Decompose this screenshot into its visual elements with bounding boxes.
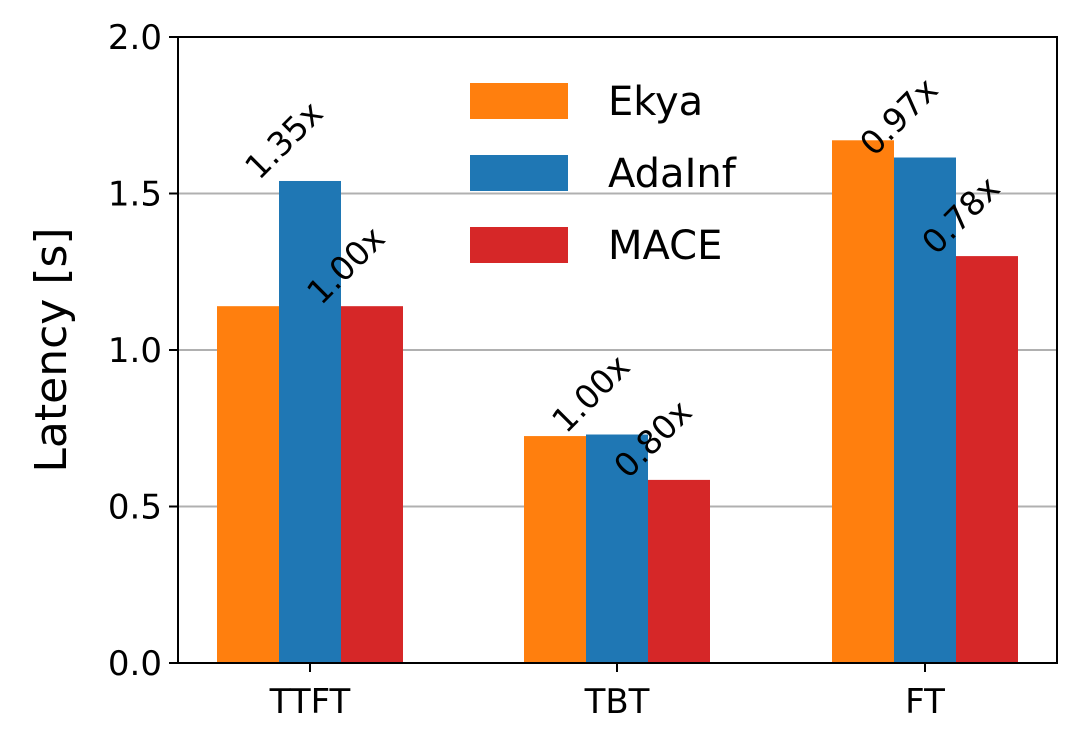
- bar-ratio-label: 0.97x: [852, 70, 945, 163]
- x-tick-label: TTFT: [269, 682, 351, 722]
- legend-label: MACE: [608, 223, 722, 269]
- legend-swatch-ekya: [470, 83, 568, 119]
- bar-adainf-ft: [894, 157, 956, 663]
- bar-ekya-ft: [832, 140, 894, 664]
- x-tick-label: FT: [905, 682, 945, 722]
- y-tick-label: 0.0: [108, 644, 162, 684]
- legend-swatch-adainf: [470, 155, 568, 191]
- y-tick-label: 1.0: [108, 331, 162, 371]
- bar-mace-ft: [956, 256, 1018, 663]
- legend-swatch-mace: [470, 227, 568, 263]
- y-axis: 0.0 0.5 1.0 1.5 2.0: [108, 18, 178, 684]
- bar-ekya-tbt: [524, 436, 586, 663]
- bars: [217, 140, 1018, 664]
- x-tick-label: TBT: [584, 682, 650, 722]
- legend: Ekya AdaInf MACE: [470, 79, 737, 269]
- y-tick-label: 2.0: [108, 18, 162, 58]
- legend-label: Ekya: [608, 79, 703, 125]
- bar-ratio-label: 1.35x: [237, 93, 330, 186]
- bar-ekya-ttft: [217, 306, 279, 663]
- x-axis: TTFT TBT FT: [269, 663, 945, 722]
- y-tick-label: 1.5: [108, 175, 162, 215]
- bar-adainf-ttft: [279, 180, 341, 664]
- bar-mace-tbt: [648, 479, 710, 663]
- bar-ratio-label: 1.00x: [544, 347, 637, 440]
- y-tick-label: 0.5: [108, 488, 162, 528]
- bar-mace-ttft: [341, 306, 403, 663]
- y-axis-label: Latency [s]: [26, 227, 77, 472]
- bar-adainf-tbt: [586, 434, 648, 663]
- legend-label: AdaInf: [608, 151, 737, 197]
